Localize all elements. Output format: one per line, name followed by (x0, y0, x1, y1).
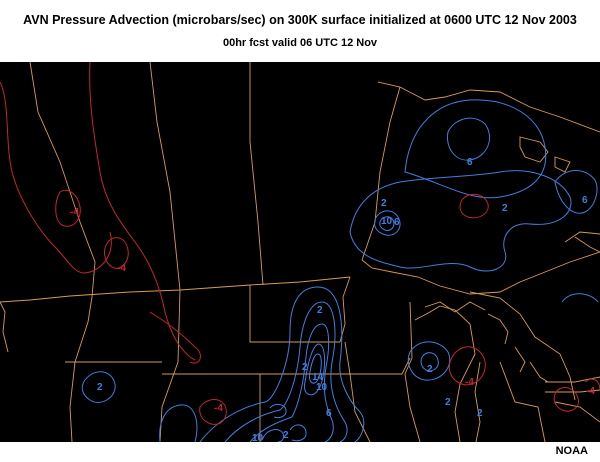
contour-label: 10 (381, 216, 393, 227)
boundary-line (564, 231, 600, 243)
contour-label: 2 (97, 382, 103, 393)
boundary-line (487, 313, 509, 345)
footer: NOAA (0, 442, 600, 462)
boundary-line (414, 305, 441, 321)
contour-label: 2 (381, 198, 387, 209)
contour-label: 2 (283, 430, 289, 441)
contour-label: 2 (302, 362, 308, 373)
blue-contour (303, 343, 326, 396)
boundary-line (29, 62, 96, 298)
boundary-line (469, 291, 576, 401)
header: AVN Pressure Advection (microbars/sec) o… (0, 0, 600, 62)
political-boundaries (0, 62, 600, 442)
boundary-line (350, 357, 411, 375)
red-contour (0, 81, 112, 274)
blue-contour (224, 301, 348, 442)
positive-contour-labels: 6 2 2 10 6 2 6 2 14 10 6 2 2 2 10 2 2 (97, 157, 588, 442)
boundary-line (554, 156, 571, 173)
boundary-line (361, 251, 600, 295)
map-background (0, 62, 600, 442)
contour-label: -4 (465, 377, 474, 388)
boundary-line (404, 301, 421, 442)
boundary-line (545, 389, 600, 393)
boundary-line (339, 276, 351, 343)
boundary-line (0, 301, 9, 353)
blue-contour (308, 353, 322, 384)
red-contour (199, 399, 227, 425)
red-contour (149, 311, 201, 364)
boundary-line (0, 276, 351, 303)
blue-contour (249, 323, 334, 442)
blue-contour (261, 429, 285, 442)
contour-label: 10 (316, 382, 328, 393)
boundary-line (519, 136, 549, 163)
red-contour (55, 189, 81, 227)
boundary-line (377, 81, 600, 133)
blue-contour (81, 371, 116, 403)
boundary-line (344, 341, 371, 442)
blue-contour (199, 286, 365, 442)
blue-contour (446, 117, 490, 161)
contour-label: 2 (445, 397, 451, 408)
contour-label: 14 (312, 372, 324, 383)
red-contour (459, 193, 489, 219)
red-contour (553, 386, 579, 412)
contour-label: 6 (582, 195, 588, 206)
contour-label: 2 (427, 364, 433, 375)
boundary-line (439, 305, 476, 442)
blue-contour (554, 170, 598, 214)
contour-label: 10 (252, 433, 264, 442)
contour-label: 6 (394, 217, 400, 228)
boundary-line (149, 62, 181, 291)
credit-label: NOAA (555, 445, 588, 457)
blue-contour (379, 216, 395, 231)
blue-contour (404, 99, 547, 199)
boundary-line (474, 361, 481, 442)
red-contour (89, 62, 196, 361)
blue-contour (561, 293, 599, 303)
blue-contour (374, 210, 401, 236)
blue-contour (159, 404, 198, 442)
contour-label: -4 (214, 403, 223, 414)
chart-subtitle: 00hr fcst valid 06 UTC 12 Nov (222, 37, 378, 49)
blue-contour (349, 170, 572, 272)
boundary-line (554, 401, 600, 423)
boundary-line (361, 86, 401, 261)
negative-contour-labels: -4 -4 -4 -4 -4 (70, 207, 595, 414)
contour-label: 2 (477, 408, 483, 419)
positive-advection-contours (81, 99, 599, 442)
contour-label: 6 (326, 408, 332, 419)
boundary-line (514, 346, 526, 373)
contour-label: -4 (586, 386, 595, 397)
contour-label: -4 (117, 263, 126, 274)
blue-contour (269, 403, 287, 419)
negative-advection-contours (0, 62, 600, 425)
map-canvas: 6 2 2 10 6 2 6 2 14 10 6 2 2 2 10 2 2 -4… (0, 62, 600, 442)
red-contour (104, 237, 129, 269)
contour-label: 2 (502, 203, 508, 214)
map-panel: 6 2 2 10 6 2 6 2 14 10 6 2 2 2 10 2 2 -4… (0, 62, 600, 442)
boundary-line (249, 62, 264, 286)
boundary-line (529, 361, 549, 383)
boundary-line (424, 301, 486, 313)
red-contour (448, 346, 486, 386)
blue-contour (420, 352, 439, 372)
boundary-line (574, 236, 600, 253)
blue-contour (407, 341, 451, 381)
boundary-line (249, 285, 340, 343)
chart-title: AVN Pressure Advection (microbars/sec) o… (23, 13, 577, 27)
blue-contour (289, 424, 307, 442)
contour-label: -4 (70, 207, 79, 218)
contour-label: 6 (467, 157, 473, 168)
boundary-line (499, 361, 546, 442)
contour-label: 2 (317, 305, 323, 316)
